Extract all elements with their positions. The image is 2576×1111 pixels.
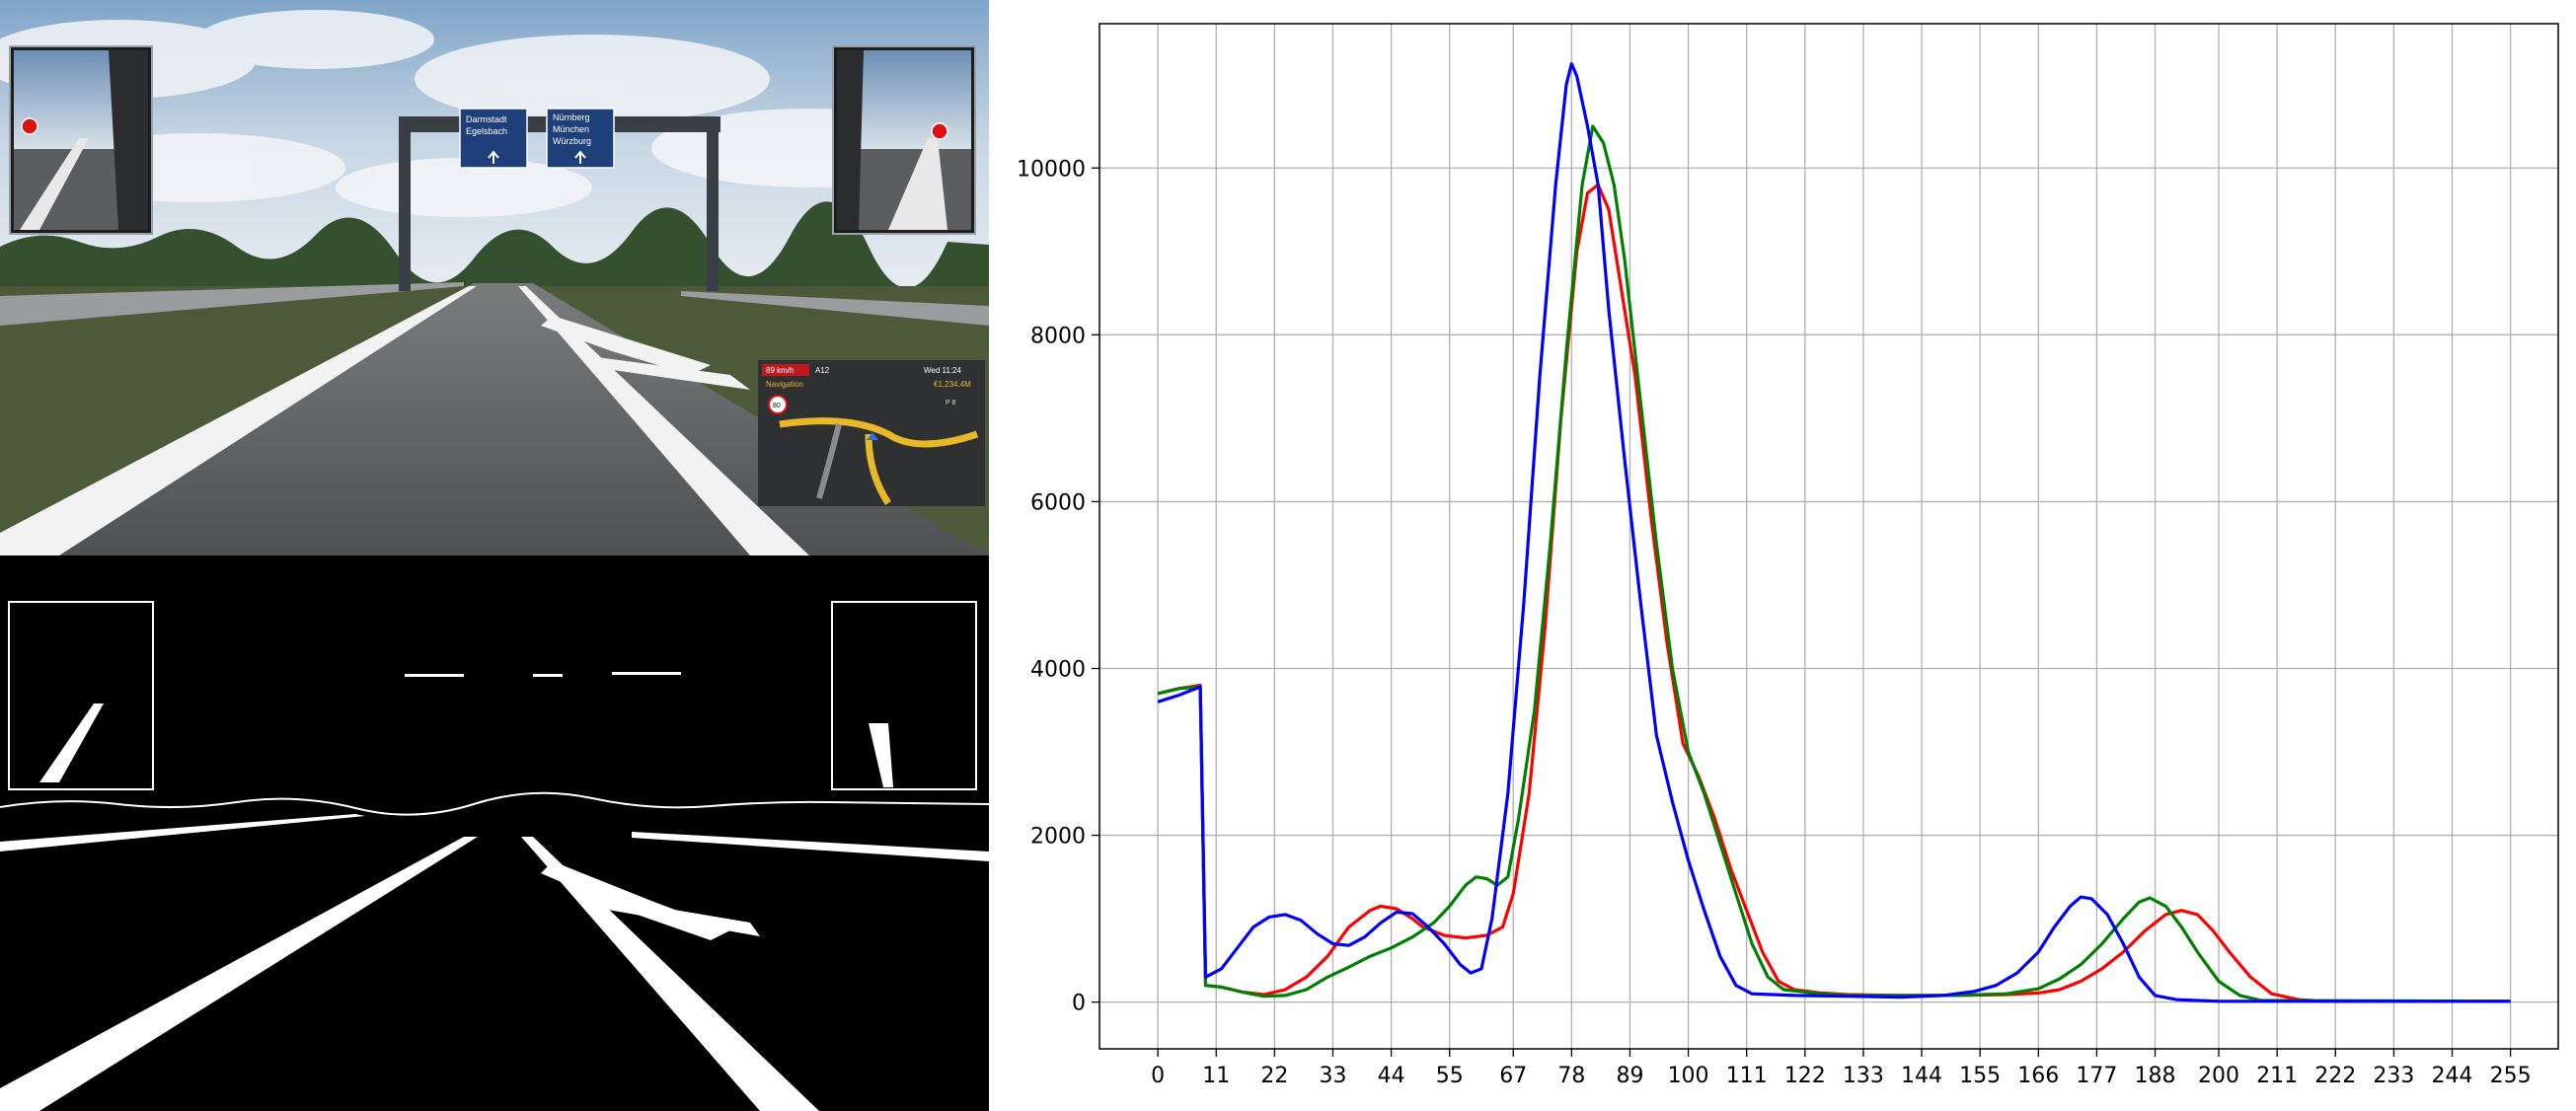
x-tick-label: 155 [1959,1064,2001,1088]
histogram-panel: 0 11 22 33 44 55 67 78 89 100 111 122 133 144 155 166 17… [989,0,2576,1111]
right-mirror [832,45,976,235]
mask-guardrail-left [0,814,365,852]
hud-speed-limit: 80 [773,403,781,409]
x-tick-label: 11 [1202,1064,1230,1088]
chevron-marking-2 [582,355,750,390]
hud-speed: 89 km/h [766,366,794,375]
rgb-histogram-chart: 0 11 22 33 44 55 67 78 89 100 111 122 133 144 155 166 17… [1017,23,2559,1088]
threshold-mask [0,556,989,1111]
hud-nav-label: Navigation [766,380,803,389]
right-guardrail [681,291,989,326]
hud-zoom: P 8 [946,400,955,407]
x-tick-label: 211 [2256,1064,2298,1088]
ticks: 0 11 22 33 44 55 67 78 89 100 111 122 133 144 155 166 17… [1017,157,2532,1088]
sign-right-line-2: München [553,124,589,134]
x-tick-label: 89 [1616,1064,1643,1088]
mask-left-edge-line [0,837,478,1111]
speed-limit-sign-icon [768,395,788,414]
tree-line-edge [0,791,989,816]
mask-guardrail-right [632,832,989,861]
x-tick-label: 33 [1319,1064,1346,1088]
x-tick-label: 144 [1901,1064,1942,1088]
mirror-edges [8,601,977,790]
x-tick-label: 166 [2017,1064,2059,1088]
mirror-lane-edge [39,704,104,782]
game-camera-view: Darmstadt Egelsbach Nürnberg München Wür… [0,0,989,556]
hud-money: €1,234.4M [934,380,971,389]
x-tick-label: 233 [2373,1064,2414,1088]
left-guardrail [0,282,464,326]
x-tick-label: 133 [1843,1064,1884,1088]
y-tick-label: 2000 [1030,825,1086,850]
x-tick-label: 67 [1499,1064,1527,1088]
y-tick-label: 8000 [1030,324,1086,348]
y-tick-label: 10000 [1017,157,1086,182]
series-line-red [1157,183,2511,1003]
x-tick-label: 188 [2135,1064,2176,1088]
x-tick-label: 44 [1378,1064,1405,1088]
sign-right-line-1: Nürnberg [553,112,590,122]
sign-right-line-3: Würzburg [553,136,591,146]
plot-frame [1099,23,2559,1050]
chevron-marking [541,316,711,375]
series-lines [1157,61,2511,1003]
mask-gantry-fragments [405,672,681,677]
y-tick-label: 4000 [1030,657,1086,682]
no-entry-sign-icon [21,117,38,135]
hud-time: Wed 11:24 [924,366,962,375]
x-tick-label: 177 [2076,1064,2117,1088]
mirror-lane-edge-right [869,723,893,787]
x-tick-label: 55 [1436,1064,1464,1088]
x-tick-label: 244 [2432,1064,2473,1088]
mask-lane-line [521,837,819,1111]
x-tick-label: 200 [2198,1064,2239,1088]
binary-threshold-view [0,556,989,1111]
road-surface [0,283,989,556]
x-tick-label: 100 [1668,1064,1709,1088]
y-tick-label: 6000 [1030,490,1086,515]
mask-chevron-2 [592,896,760,936]
sign-gantry [399,108,720,291]
truck-position-icon [867,432,878,440]
x-tick-label: 255 [2490,1064,2532,1088]
x-tick-label: 78 [1557,1064,1585,1088]
x-tick-label: 222 [2314,1064,2356,1088]
sign-left-line-2: Egelsbach [466,126,507,136]
lane-line-right [518,286,809,556]
x-tick-label: 22 [1260,1064,1288,1088]
arrow-up-icon [488,150,499,164]
left-mirror [9,45,153,235]
series-line-blue [1157,61,2511,1003]
x-tick-label: 122 [1784,1064,1826,1088]
arrow-up-icon [574,150,586,164]
y-tick-label: 0 [1072,992,1086,1016]
series-line-green [1157,124,2511,1003]
sign-left-line-1: Darmstadt [466,114,507,124]
navigation-hud [758,360,985,506]
left-edge-line [0,286,477,556]
tree-line [0,201,989,296]
hud-road: A12 [815,366,830,375]
no-entry-sign-icon [931,122,948,140]
x-tick-label: 0 [1151,1064,1165,1088]
grid [1099,24,2558,1049]
x-tick-label: 111 [1726,1064,1768,1088]
game-scene: Darmstadt Egelsbach Nürnberg München Wür… [0,0,989,556]
